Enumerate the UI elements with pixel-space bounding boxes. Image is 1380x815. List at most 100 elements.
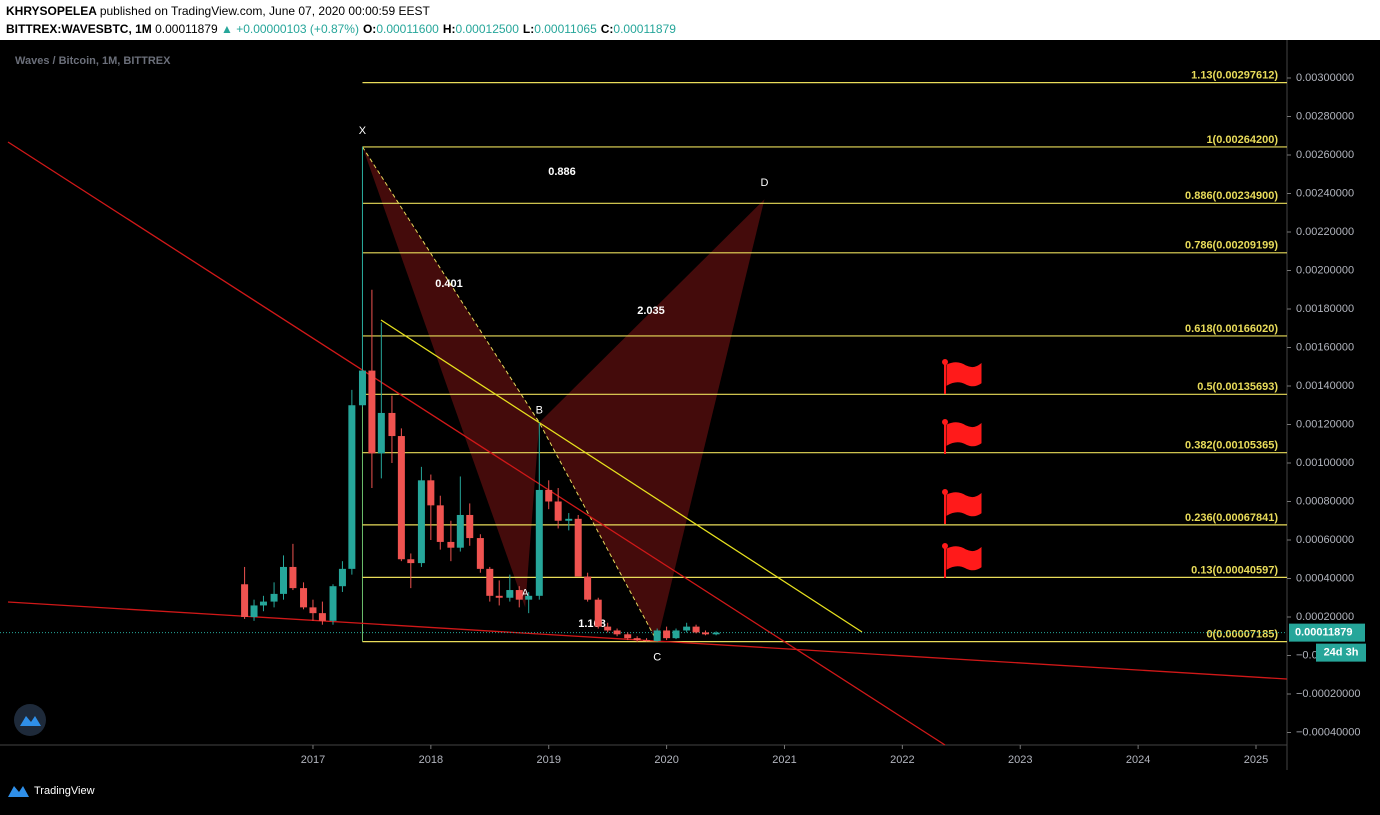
flag <box>942 489 982 524</box>
y-tick-label: 0.00240000 <box>1296 187 1354 199</box>
fib-label: 1(0.00264200) <box>1206 134 1278 146</box>
y-tick-label: 0.00140000 <box>1296 380 1354 392</box>
candle-body <box>584 576 592 600</box>
fib-label: 0.382(0.00105365) <box>1185 440 1278 452</box>
header-line2: BITTREX:WAVESBTC, 1M 0.00011879 ▲ +0.000… <box>6 22 676 36</box>
y-tick-label: 0.00160000 <box>1296 341 1354 353</box>
pattern-label: A <box>521 587 529 599</box>
candle-body <box>279 566 287 594</box>
candle-body <box>348 405 356 569</box>
footer-bg <box>0 770 1380 810</box>
ohlc-value: 0.00011879 <box>613 22 676 36</box>
fib-label: 0.886(0.00234900) <box>1185 190 1278 202</box>
countdown: 24d 3h <box>1324 647 1359 659</box>
y-tick-label: 0.00280000 <box>1296 110 1354 122</box>
pattern-ratio: 2.035 <box>637 305 665 317</box>
candle-body <box>466 514 474 539</box>
candle-body <box>397 436 405 560</box>
price-label: 0.00011879 <box>1295 627 1353 639</box>
y-tick-label: 0.00300000 <box>1296 72 1354 84</box>
y-tick-label: 0.00040000 <box>1296 572 1354 584</box>
countdown-box <box>1316 643 1366 662</box>
candle-body <box>377 412 385 454</box>
candle-body <box>309 607 317 614</box>
candle-body <box>476 538 484 569</box>
candle-body <box>417 480 425 564</box>
header-line1: KHRYSOPELEA published on TradingView.com… <box>6 4 430 18</box>
x-tick-label: 2020 <box>654 754 678 766</box>
candle-body <box>300 588 308 608</box>
candle-body <box>486 568 494 596</box>
candle-body <box>270 593 278 602</box>
y-tick-label: 0.00080000 <box>1296 495 1354 507</box>
price-box <box>1289 623 1365 642</box>
symbol: BITTREX:WAVESBTC, 1M <box>6 22 152 36</box>
candle-body <box>241 584 249 617</box>
candle-body <box>702 632 710 635</box>
ohlc-value: 0.00011600 <box>376 22 439 36</box>
candle-body <box>633 638 641 641</box>
candle-body <box>250 605 258 617</box>
y-tick-label: 0.00200000 <box>1296 264 1354 276</box>
ohlc-key: H: <box>443 22 456 36</box>
x-tick-label: 2018 <box>419 754 443 766</box>
candle-body <box>565 518 573 521</box>
trend-line <box>380 319 863 633</box>
change: ▲ +0.00000103 (+0.87%) <box>221 22 359 36</box>
candle-body <box>663 630 671 639</box>
candle-body <box>692 626 700 633</box>
y-tick-label: 0.00120000 <box>1296 418 1354 430</box>
candle-body <box>338 568 346 587</box>
x-tick-label: 2017 <box>301 754 325 766</box>
candle-body <box>604 626 612 631</box>
drawings <box>361 82 1287 643</box>
flag <box>942 419 982 454</box>
candle-body <box>318 613 326 621</box>
pattern-dashed <box>362 146 658 642</box>
ohlc-value: 0.00012500 <box>456 22 520 36</box>
candle-body <box>436 505 444 542</box>
chart-title: Waves / Bitcoin, 1M, BITTREX <box>15 55 171 67</box>
x-tick-label: 2022 <box>890 754 914 766</box>
y-tick-label: 0.00220000 <box>1296 226 1354 238</box>
x-tick-label: 2021 <box>772 754 796 766</box>
x-tick-label: 2025 <box>1244 754 1268 766</box>
tv-badge[interactable] <box>14 704 46 736</box>
flags <box>942 359 982 578</box>
header-bg <box>0 0 1380 40</box>
fib-label: 1.13(0.00297612) <box>1191 70 1278 82</box>
y-tick-label: 0.00180000 <box>1296 303 1354 315</box>
candle-body <box>495 595 503 598</box>
y-tick-label: −0.00020000 <box>1296 688 1361 700</box>
candle-body <box>358 370 366 406</box>
ohlc: O:0.00011600 H:0.00012500 L:0.00011065 C:0.… <box>363 22 676 36</box>
last: 0.00011879 <box>155 22 218 36</box>
fib-label: 0.786(0.00209199) <box>1185 240 1278 252</box>
candle-body <box>407 559 415 564</box>
candle-body <box>515 590 523 600</box>
pattern-label: D <box>760 177 768 189</box>
fib-label: 0.618(0.00166020) <box>1185 323 1278 335</box>
pattern-label: X <box>359 125 367 137</box>
y-tick-label: 0.00260000 <box>1296 149 1354 161</box>
candle-body <box>613 630 621 635</box>
candle-body <box>447 541 455 548</box>
author: KHRYSOPELEA <box>6 4 97 18</box>
candle-body <box>643 640 651 642</box>
candle-body <box>329 586 337 621</box>
fib-label: 0.5(0.00135693) <box>1197 381 1278 393</box>
candle-body <box>456 514 464 548</box>
x-tick-label: 2023 <box>1008 754 1032 766</box>
footer-logo <box>8 786 29 797</box>
footer-brand: TradingView <box>34 785 95 797</box>
x-tick-label: 2019 <box>536 754 560 766</box>
candle-body <box>624 634 632 639</box>
y-tick-label: 0.00020000 <box>1296 611 1354 623</box>
ohlc-key: L: <box>523 22 534 36</box>
ohlc-key: O: <box>363 22 376 36</box>
fib-label: 0.13(0.00040597) <box>1191 564 1278 576</box>
candle-body <box>259 601 267 606</box>
pattern-ratio: 0.401 <box>435 278 463 290</box>
candle-body <box>653 630 661 642</box>
